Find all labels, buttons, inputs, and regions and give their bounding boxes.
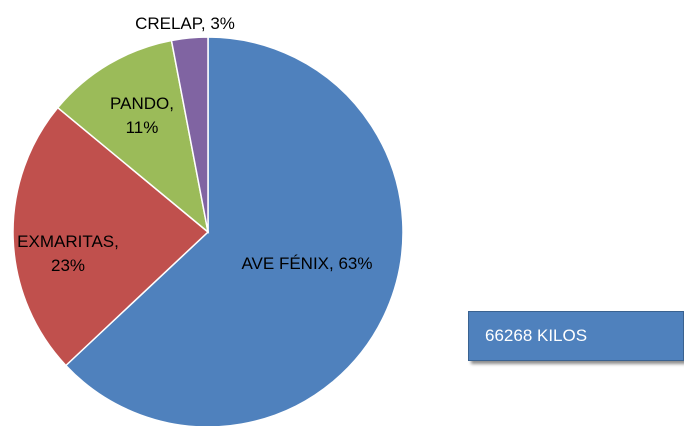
data-label: PANDO, 11% [110,94,174,137]
pie-slice [12,106,210,367]
annotation-box: 66268 KILOS [468,311,684,361]
pie-slice [56,39,210,234]
pie-slice [64,36,404,426]
data-label: EXMARITAS, 23% [17,232,119,275]
data-label: CRELAP, 3% [135,14,235,33]
data-label: AVE FÉNIX, 63% [241,254,373,273]
pie-slice [170,36,209,233]
